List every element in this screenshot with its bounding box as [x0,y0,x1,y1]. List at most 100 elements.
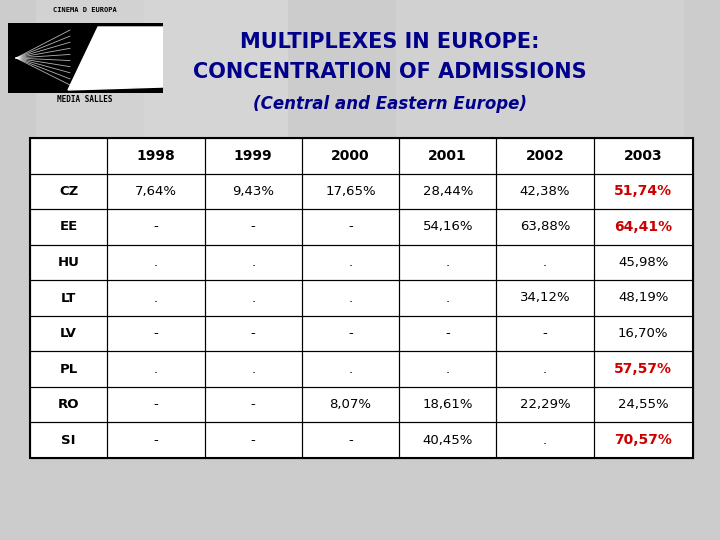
Text: 42,38%: 42,38% [520,185,570,198]
Bar [8,23,163,93]
Bar [204,245,302,280]
Bar [593,245,693,280]
Bar [496,173,593,209]
Text: MEDIA SALLES: MEDIA SALLES [58,95,113,104]
Text: 2003: 2003 [624,149,662,163]
Bar [496,245,593,280]
Text: 54,16%: 54,16% [423,220,473,233]
Bar [399,138,496,173]
Bar [107,352,204,387]
Bar [399,387,496,422]
Bar [593,387,693,422]
Text: CINEMA D EUROPA: CINEMA D EUROPA [53,7,117,13]
Bar [204,422,302,458]
Bar [107,209,204,245]
Text: HU: HU [58,256,80,269]
Text: LV: LV [60,327,77,340]
Text: 51,74%: 51,74% [614,184,672,198]
Text: CONCENTRATION OF ADMISSIONS: CONCENTRATION OF ADMISSIONS [193,62,587,82]
Bar [593,422,693,458]
Bar [204,387,302,422]
Text: .: . [446,292,450,305]
Bar [399,422,496,458]
Text: .: . [348,256,353,269]
Bar [30,138,107,173]
Text: 1999: 1999 [234,149,273,163]
Text: 28,44%: 28,44% [423,185,473,198]
Text: -: - [251,220,256,233]
Text: SI: SI [61,434,76,447]
Bar [107,387,204,422]
Bar [30,280,107,316]
Bar [302,352,399,387]
Text: 2002: 2002 [526,149,564,163]
Bar [107,422,204,458]
Text: -: - [153,220,158,233]
Bar [399,245,496,280]
Bar [30,173,107,209]
Text: .: . [154,292,158,305]
Bar [302,316,399,352]
Text: -: - [153,327,158,340]
Bar [593,352,693,387]
Text: .: . [543,363,547,376]
Text: 2000: 2000 [331,149,370,163]
Bar [36,0,288,243]
Bar [107,316,204,352]
Bar [302,173,399,209]
Bar [30,316,107,352]
Text: -: - [251,434,256,447]
Bar [399,352,496,387]
Text: -: - [543,327,547,340]
Text: .: . [543,256,547,269]
Bar [496,387,593,422]
Text: .: . [154,363,158,376]
Bar [144,0,288,162]
Bar [593,209,693,245]
Bar [204,316,302,352]
Text: 2001: 2001 [428,149,467,163]
Bar [302,245,399,280]
Text: MULTIPLEXES IN EUROPE:: MULTIPLEXES IN EUROPE: [240,32,540,52]
Text: -: - [153,434,158,447]
Text: .: . [348,292,353,305]
Text: 22,29%: 22,29% [520,398,570,411]
Bar [107,280,204,316]
Text: 8,07%: 8,07% [330,398,372,411]
Text: .: . [543,434,547,447]
Bar [107,138,204,173]
Bar [496,422,593,458]
Text: -: - [445,327,450,340]
Text: EE: EE [60,220,78,233]
Text: 7,64%: 7,64% [135,185,177,198]
Text: -: - [251,398,256,411]
Text: 17,65%: 17,65% [325,185,376,198]
Text: 57,57%: 57,57% [614,362,672,376]
Text: .: . [446,363,450,376]
Text: RO: RO [58,398,79,411]
Text: 64,41%: 64,41% [614,220,672,234]
Bar [204,209,302,245]
Bar [204,280,302,316]
Text: 40,45%: 40,45% [423,434,473,447]
Bar [593,316,693,352]
Text: 16,70%: 16,70% [618,327,669,340]
Bar [396,0,684,216]
Bar [107,245,204,280]
Text: -: - [348,327,353,340]
Bar [496,316,593,352]
Bar [399,316,496,352]
Bar [399,173,496,209]
Text: CZ: CZ [59,185,78,198]
Bar [30,138,693,458]
Text: -: - [251,327,256,340]
Text: 1998: 1998 [137,149,176,163]
Text: 70,57%: 70,57% [614,433,672,447]
Bar [107,173,204,209]
Text: 63,88%: 63,88% [520,220,570,233]
Text: -: - [348,220,353,233]
Text: 45,98%: 45,98% [618,256,668,269]
Bar [302,422,399,458]
Bar [204,138,302,173]
Text: PL: PL [60,363,78,376]
